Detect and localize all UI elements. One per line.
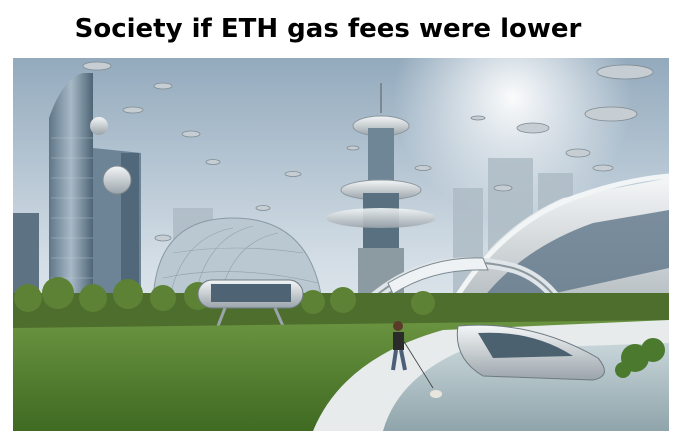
central-spire-tower bbox=[326, 83, 436, 303]
meme-caption: Society if ETH gas fees were lower bbox=[74, 14, 582, 44]
person-with-dog bbox=[391, 321, 442, 398]
city-illustration bbox=[13, 58, 669, 431]
glass-pod-building bbox=[197, 279, 304, 327]
futuristic-city-image bbox=[13, 58, 669, 431]
hover-car bbox=[456, 324, 605, 381]
flying-vehicles bbox=[82, 61, 654, 242]
left-glass-tower bbox=[49, 73, 141, 298]
right-plants bbox=[615, 338, 665, 378]
